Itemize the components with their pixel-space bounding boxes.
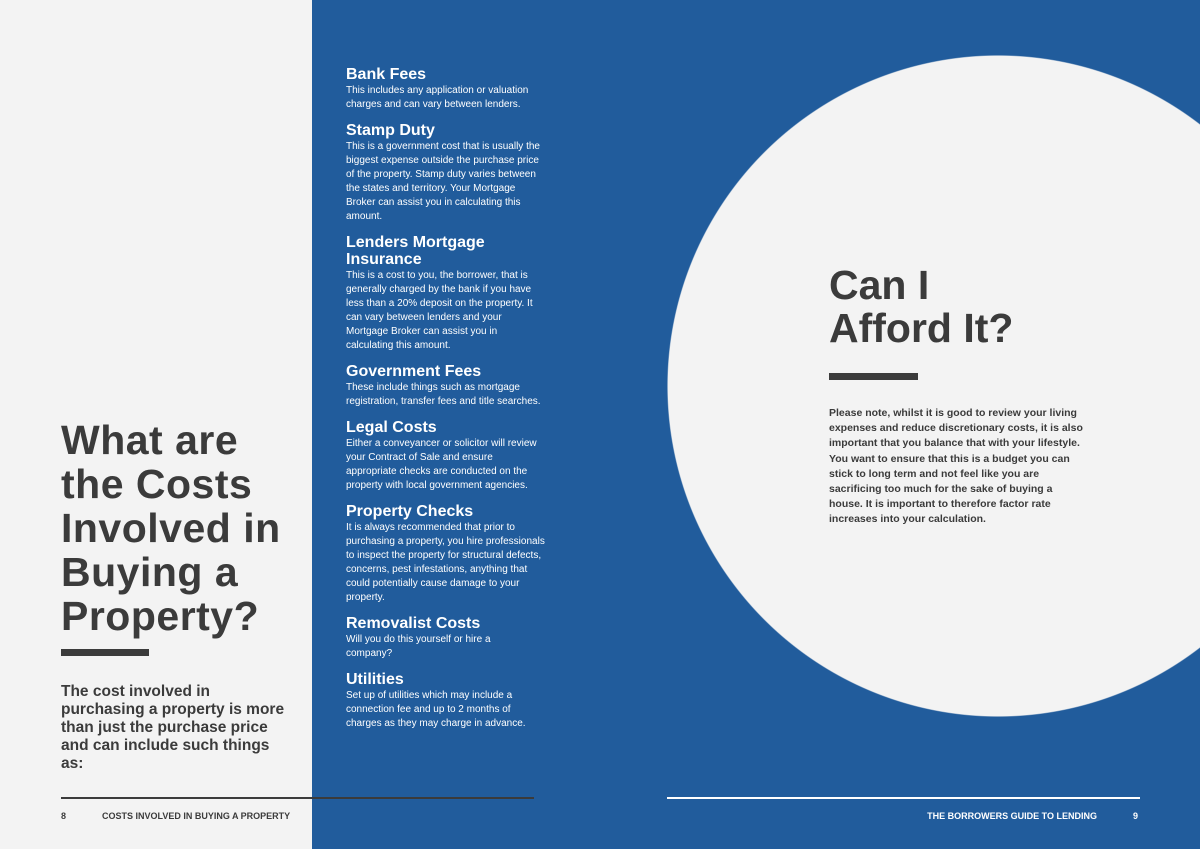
right-page-title: Can I Afford It? xyxy=(829,262,1014,351)
cost-text: Either a conveyancer or solicitor will r… xyxy=(346,438,537,491)
cost-item-legal-costs: Legal Costs Either a conveyancer or solic… xyxy=(346,419,546,493)
left-page-intro: The cost involved in purchasing a proper… xyxy=(61,683,285,772)
cost-heading: Property Checks xyxy=(346,503,474,520)
cost-item-property-checks: Property Checks It is always recommended … xyxy=(346,503,546,605)
right-footer-rule xyxy=(667,797,1140,799)
cost-item-lmi: Lenders Mortgage Insurance This is a cost… xyxy=(346,234,546,353)
left-footer-text: COSTS INVOLVED IN BUYING A PROPERTY xyxy=(102,811,291,821)
right-title-underline xyxy=(829,373,918,380)
right-footer-text: THE BORROWERS GUIDE TO LENDING xyxy=(927,811,1097,821)
cost-heading: Removalist Costs xyxy=(346,615,481,632)
cost-text: This includes any application or valuati… xyxy=(346,85,529,110)
cost-text: Will you do this yourself or hire a comp… xyxy=(346,634,491,659)
cost-heading: Legal Costs xyxy=(346,419,437,436)
cost-item-removalist: Removalist Costs Will you do this yoursel… xyxy=(346,615,546,661)
cost-item-stamp-duty: Stamp Duty This is a government cost that… xyxy=(346,122,546,224)
cost-text: This is a cost to you, the borrower, tha… xyxy=(346,270,533,351)
right-page-text: Please note, whilst it is good to review… xyxy=(829,407,1083,526)
cost-heading: Stamp Duty xyxy=(346,122,435,139)
right-page-number: 9 xyxy=(1133,811,1139,821)
blue-panel-with-circle-graphic xyxy=(312,0,1200,849)
cost-text: Set up of utilities which may include a … xyxy=(346,690,526,729)
cost-item-government-fees: Government Fees These include things such… xyxy=(346,363,546,409)
cost-item-bank-fees: Bank Fees This includes any application o… xyxy=(346,66,546,112)
cost-heading: Bank Fees xyxy=(346,66,427,83)
left-page-title: What are the Costs Involved in Buying a … xyxy=(61,417,281,639)
left-page-number: 8 xyxy=(61,811,67,821)
cost-text: This is a government cost that is usuall… xyxy=(346,141,540,222)
title-underline xyxy=(61,649,149,656)
left-footer-rule xyxy=(61,797,534,799)
cost-heading: Government Fees xyxy=(346,363,482,380)
cost-item-utilities: Utilities Set up of utilities which may i… xyxy=(346,671,546,731)
cost-heading: Utilities xyxy=(346,671,404,688)
cost-heading: Lenders Mortgage Insurance xyxy=(346,234,485,268)
cost-text: These include things such as mortgage re… xyxy=(346,382,541,407)
cost-text: It is always recommended that prior to p… xyxy=(346,522,545,603)
costs-list: Bank Fees This includes any application o… xyxy=(346,66,546,741)
